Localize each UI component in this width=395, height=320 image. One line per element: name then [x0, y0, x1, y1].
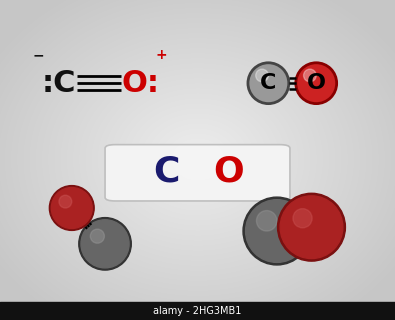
- Circle shape: [59, 195, 72, 208]
- Text: O:: O:: [122, 69, 160, 98]
- Text: +: +: [156, 48, 167, 62]
- Circle shape: [51, 188, 92, 228]
- Circle shape: [248, 63, 289, 104]
- Circle shape: [304, 69, 316, 82]
- Circle shape: [243, 197, 311, 265]
- Text: C: C: [260, 73, 276, 93]
- Circle shape: [296, 63, 337, 104]
- FancyBboxPatch shape: [105, 145, 290, 201]
- Circle shape: [79, 218, 131, 270]
- Circle shape: [256, 69, 268, 82]
- Text: C: C: [154, 154, 180, 188]
- Text: alamy - 2HG3MB1: alamy - 2HG3MB1: [153, 306, 241, 316]
- Circle shape: [278, 193, 345, 261]
- Text: O: O: [307, 73, 326, 93]
- Circle shape: [81, 220, 129, 268]
- Text: −: −: [32, 48, 44, 62]
- Circle shape: [280, 196, 343, 259]
- Circle shape: [256, 211, 277, 231]
- Circle shape: [293, 209, 312, 228]
- Circle shape: [246, 200, 308, 262]
- Circle shape: [49, 186, 94, 230]
- Text: :C: :C: [41, 69, 76, 98]
- Text: O: O: [213, 154, 244, 188]
- Circle shape: [90, 229, 104, 243]
